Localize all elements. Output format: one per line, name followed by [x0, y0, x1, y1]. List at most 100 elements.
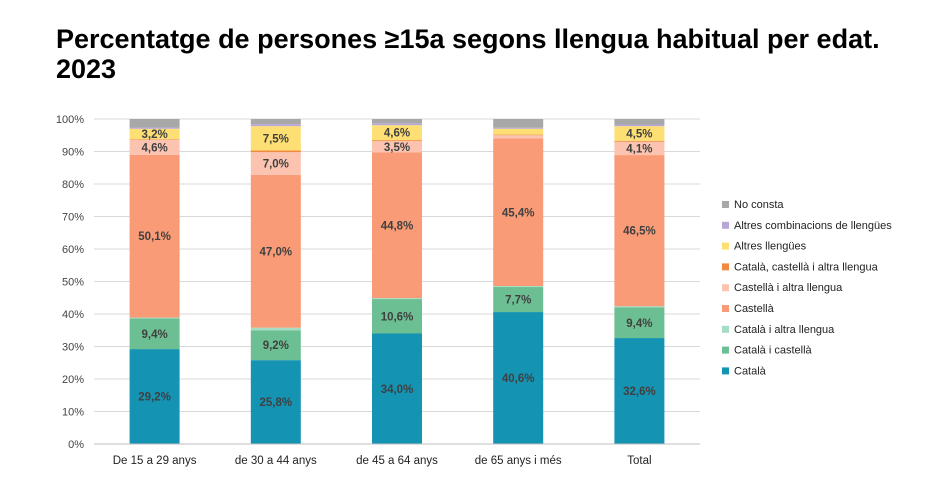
bar-segment	[129, 139, 180, 155]
legend-label: No consta	[734, 199, 784, 211]
x-tick-label: De 15 a 29 anys	[113, 455, 197, 467]
bar-segment	[493, 312, 544, 444]
data-label: 25,8%	[259, 397, 292, 409]
y-tick-label: 70%	[62, 212, 84, 224]
bar-segment	[129, 127, 180, 129]
legend-swatch	[722, 242, 729, 250]
legend-swatch	[722, 201, 729, 208]
bar-segment	[493, 127, 544, 129]
data-label: 4,6%	[384, 128, 410, 140]
bar-segment	[250, 150, 301, 153]
data-label: 45,4%	[502, 207, 535, 219]
bar-segment	[614, 140, 665, 142]
legend-label: Altres combinacions de llengües	[734, 220, 892, 232]
data-label: 10,6%	[381, 311, 414, 323]
data-label: 29,2%	[138, 392, 171, 404]
data-label: 9,4%	[141, 329, 167, 341]
bar-segment	[129, 318, 180, 350]
bar-segment	[493, 138, 544, 287]
bar-segment	[493, 135, 544, 139]
bar-segment	[372, 140, 422, 142]
y-tick-label: 0%	[68, 439, 84, 451]
y-tick-label: 90%	[62, 147, 84, 159]
data-label: 3,2%	[141, 129, 167, 141]
x-tick-label: de 30 a 44 anys	[235, 455, 317, 467]
bar-segment	[614, 126, 665, 141]
legend-swatch	[722, 305, 729, 312]
y-tick-label: 80%	[62, 179, 84, 191]
bar-segment	[614, 124, 665, 127]
bar-segment	[129, 349, 180, 444]
data-label: 47,0%	[259, 246, 292, 258]
bar-segment	[129, 139, 180, 140]
bar-segment	[250, 126, 301, 151]
data-label: 4,1%	[626, 143, 652, 155]
bar-segment	[493, 128, 544, 135]
legend: No consta Altres combinacions de llengües…	[722, 199, 892, 377]
data-label: 40,6%	[502, 373, 535, 385]
data-label: 46,5%	[623, 226, 656, 238]
y-tick-label: 100%	[56, 114, 84, 126]
chart-title: Percentatge de persones ≥15a segons llen…	[56, 24, 880, 84]
bar-segment	[372, 333, 422, 444]
bar-segment	[250, 330, 301, 361]
data-label: 4,5%	[626, 128, 652, 140]
bar-segment	[493, 286, 544, 288]
legend-swatch	[722, 221, 729, 229]
legend-label: Castellà	[734, 303, 775, 315]
bar-segment	[372, 141, 422, 153]
data-label: 32,6%	[623, 386, 656, 398]
data-label: 50,1%	[138, 231, 171, 243]
bar-segment	[493, 119, 544, 128]
y-tick-label: 20%	[62, 374, 84, 386]
data-label: 9,4%	[626, 318, 652, 330]
bar-segment	[129, 154, 180, 318]
y-axis: 0% 10% 20% 30% 40% 50% 60% 70% 80% 90% 100%	[56, 114, 84, 451]
legend-swatch	[722, 325, 729, 333]
x-tick-label: Total	[627, 455, 651, 467]
legend-label: Altres llengües	[734, 241, 807, 253]
x-tick-label: de 65 anys i més	[475, 455, 562, 467]
data-label: 7,0%	[263, 159, 289, 171]
data-label: 7,5%	[263, 133, 289, 145]
bar-segment	[493, 134, 544, 136]
bar-segment	[614, 307, 665, 339]
bar-segment	[614, 119, 665, 125]
bars	[129, 119, 665, 444]
bar-segment	[129, 119, 180, 128]
bar-segment	[250, 174, 301, 328]
bar-segment	[372, 152, 422, 299]
legend-label: Català i altra llengua	[734, 324, 835, 336]
bar-segment	[372, 119, 422, 124]
data-label: 34,0%	[381, 384, 414, 396]
bar-segment	[614, 155, 665, 307]
legend-swatch	[722, 263, 729, 271]
legend-label: Català i castellà	[734, 345, 813, 357]
y-tick-label: 10%	[62, 407, 84, 419]
data-label: 44,8%	[381, 220, 414, 232]
bar-segment	[614, 306, 665, 308]
y-tick-label: 60%	[62, 244, 84, 256]
data-label: 9,2%	[263, 340, 289, 352]
data-label: 7,7%	[505, 295, 531, 307]
bar-segment	[129, 317, 180, 319]
bar-segment	[372, 125, 422, 141]
y-tick-label: 40%	[62, 309, 84, 321]
bar-segment	[129, 128, 180, 140]
legend-label: Català	[734, 365, 767, 377]
bar-segment	[614, 338, 665, 444]
bar-segment	[250, 119, 301, 125]
y-tick-label: 50%	[62, 277, 84, 289]
y-tick-label: 30%	[62, 342, 84, 354]
legend-label: Castellà i altra llengua	[734, 282, 843, 294]
bar-segment	[250, 152, 301, 175]
x-axis: De 15 a 29 anys de 30 a 44 anys de 45 a 64…	[94, 443, 700, 467]
legend-label: Català, castellà i altra llengua	[734, 261, 879, 273]
x-tick-label: de 45 a 64 anys	[356, 455, 438, 467]
bar-segment	[614, 141, 665, 156]
legend-swatch	[722, 367, 729, 375]
legend-swatch	[722, 284, 729, 292]
bar-segment	[372, 299, 422, 334]
bar-segment	[372, 123, 422, 126]
